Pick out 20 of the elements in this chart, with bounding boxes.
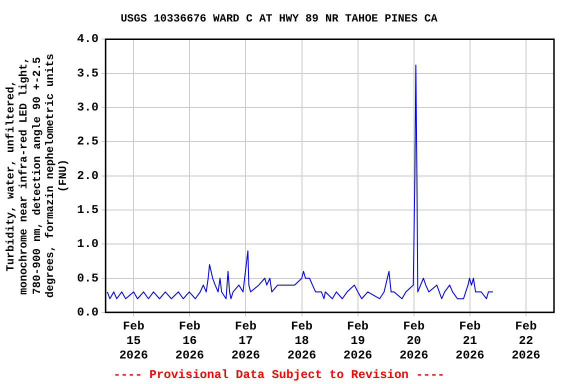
- x-tick-label: Feb 16 2026: [175, 320, 204, 362]
- y-tick-label: 0.0: [76, 305, 99, 320]
- x-tick-label: Feb 15 2026: [119, 320, 148, 362]
- x-tick-label: Feb 17 2026: [231, 320, 260, 362]
- y-tick-label: 3.0: [76, 100, 99, 115]
- x-tick-label: Feb 18 2026: [287, 320, 316, 362]
- y-axis-title: Turbidity, water, unfiltered, monochrome near infra-red LED light, 780-900 nm, detection angle 90 +-2.5 degrees, formazin nephelometric units (FNU): [4, 54, 70, 298]
- x-tick-label: Feb 21 2026: [456, 320, 484, 362]
- x-tick-label: Feb 20 2026: [399, 320, 428, 362]
- y-tick-label: 1.0: [76, 237, 99, 252]
- y-tick-label: 4.0: [76, 32, 99, 46]
- x-tick-label: Feb 19 2026: [343, 320, 372, 362]
- y-tick-label: 2.0: [76, 168, 99, 183]
- y-tick-label: 3.5: [76, 66, 99, 80]
- y-tick-label: 0.5: [76, 271, 99, 286]
- x-tick-label: Feb 22 2026: [512, 320, 540, 362]
- text: ---- Provisional Data Subject to Revision ----: [113, 368, 445, 382]
- y-tick-label: 1.5: [76, 202, 99, 217]
- y-tick-label: 2.5: [76, 134, 99, 149]
- chart-title: USGS 10336676 WARD C AT HWY 89 NR TAHOE PINES CA: [120, 13, 438, 26]
